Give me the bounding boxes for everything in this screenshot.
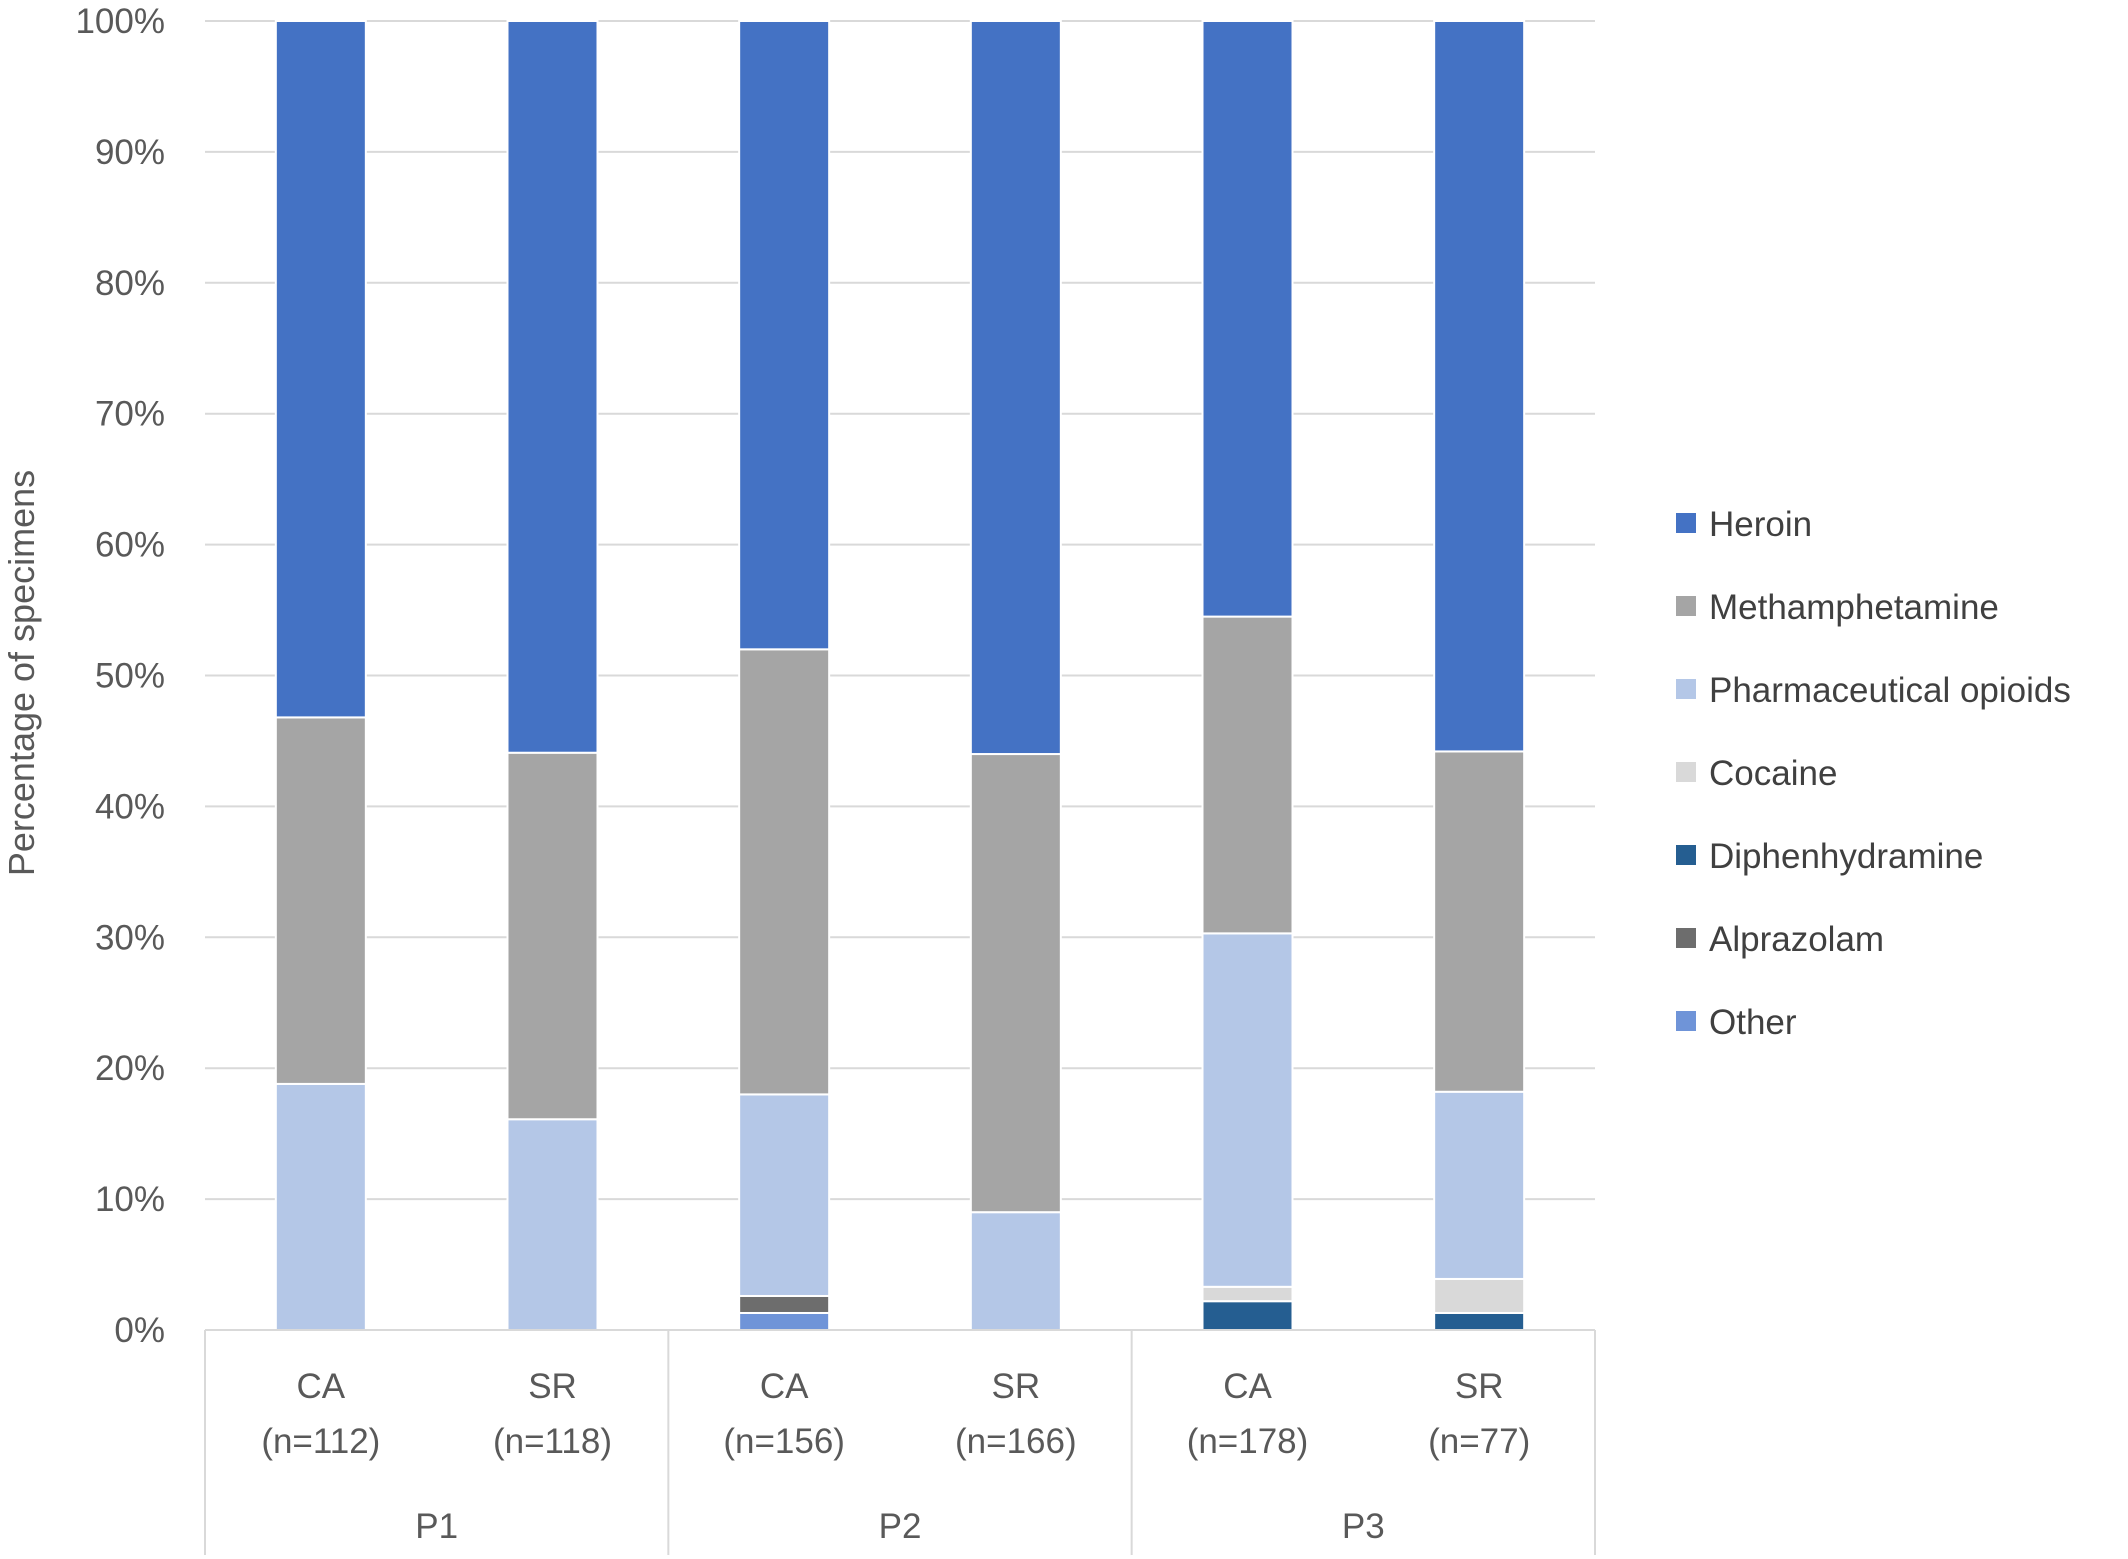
- gridlines: [205, 20, 1595, 1331]
- bar-segment-heroin: [506, 20, 599, 754]
- y-tick-label: 100%: [75, 2, 165, 41]
- bar-segment-heroin: [1201, 20, 1294, 618]
- bar-segment-methamphetamine: [274, 716, 367, 1085]
- x-category-n-label: (n=178): [1187, 1422, 1309, 1461]
- bar-segment-pharmaceutical-opioids: [506, 1118, 599, 1331]
- y-tick-label: 60%: [95, 526, 165, 565]
- y-tick-label: 0%: [114, 1311, 165, 1350]
- bar-segment-heroin: [1433, 20, 1526, 753]
- bar-segment-methamphetamine: [506, 751, 599, 1121]
- bar-segment-methamphetamine: [1433, 750, 1526, 1093]
- bar-segment-heroin: [274, 20, 367, 719]
- x-group-label: P1: [415, 1507, 458, 1546]
- x-category-label: SR: [992, 1367, 1041, 1406]
- legend-item-label: Heroin: [1709, 505, 1812, 544]
- bar-segment-alprazolam: [738, 1294, 831, 1314]
- x-category-n-label: (n=77): [1428, 1422, 1530, 1461]
- legend-swatch: [1676, 1011, 1696, 1031]
- legend-swatch: [1676, 928, 1696, 948]
- y-tick-label: 10%: [95, 1180, 165, 1219]
- bars: [274, 20, 1526, 1332]
- x-axis: CA (n=112) SR (n=118) CA (n=156) SR (n=166) CA (n…: [204, 1329, 1596, 1555]
- x-group-label: P3: [1342, 1507, 1385, 1546]
- x-category-n-label: (n=112): [261, 1422, 380, 1461]
- bar-segment-methamphetamine: [969, 753, 1062, 1214]
- legend-item-label: Cocaine: [1709, 754, 1837, 793]
- legend-item-label: Pharmaceutical opioids: [1709, 671, 2071, 710]
- x-category-n-label: (n=118): [493, 1422, 612, 1461]
- bar-segment-pharmaceutical-opioids: [738, 1093, 831, 1297]
- legend: Heroin Methamphetamine Pharmaceutical opio…: [1676, 505, 2071, 1042]
- x-category-label: SR: [1455, 1367, 1504, 1406]
- bar-segment-pharmaceutical-opioids: [1201, 932, 1294, 1288]
- legend-item-label: Methamphetamine: [1709, 588, 1999, 627]
- y-tick-label: 80%: [95, 264, 165, 303]
- legend-item-label: Other: [1709, 1003, 1797, 1042]
- y-tick-label: 50%: [95, 657, 165, 696]
- bar-segment-other: [738, 1311, 831, 1332]
- bar-segment-pharmaceutical-opioids: [274, 1082, 367, 1331]
- y-tick-label: 90%: [95, 133, 165, 172]
- x-category-label: CA: [1223, 1367, 1272, 1406]
- bar-segment-pharmaceutical-opioids: [969, 1211, 1062, 1331]
- bar-segment-diphenhydramine: [1433, 1311, 1526, 1332]
- legend-swatch: [1676, 679, 1696, 699]
- bar-segment-methamphetamine: [738, 648, 831, 1096]
- legend-swatch: [1676, 762, 1696, 782]
- y-axis-label: Percentage of specimens: [1, 470, 42, 876]
- x-category-n-label: (n=156): [723, 1422, 845, 1461]
- x-category-label: CA: [760, 1367, 809, 1406]
- legend-swatch: [1676, 845, 1696, 865]
- y-tick-label: 70%: [95, 395, 165, 434]
- y-axis-ticks: 0% 10% 20% 30% 40% 50% 60% 70% 80% 90% 100%: [75, 2, 165, 1350]
- y-tick-label: 40%: [95, 787, 165, 826]
- bar-segment-cocaine: [1201, 1285, 1294, 1303]
- bar-segment-pharmaceutical-opioids: [1433, 1090, 1526, 1280]
- y-tick-label: 30%: [95, 918, 165, 957]
- legend-swatch: [1676, 513, 1696, 533]
- bar-segment-heroin: [738, 20, 831, 651]
- x-category-label: CA: [297, 1367, 346, 1406]
- bar-segment-methamphetamine: [1201, 615, 1294, 935]
- x-category-label: SR: [528, 1367, 577, 1406]
- bar-segment-diphenhydramine: [1201, 1300, 1294, 1332]
- y-tick-label: 20%: [95, 1049, 165, 1088]
- legend-item-label: Alprazolam: [1709, 920, 1884, 959]
- legend-swatch: [1676, 596, 1696, 616]
- bar-segment-heroin: [969, 20, 1062, 756]
- bar-segment-cocaine: [1433, 1277, 1526, 1314]
- legend-item-label: Diphenhydramine: [1709, 837, 1983, 876]
- x-category-n-label: (n=166): [955, 1422, 1077, 1461]
- x-group-label: P2: [879, 1507, 922, 1546]
